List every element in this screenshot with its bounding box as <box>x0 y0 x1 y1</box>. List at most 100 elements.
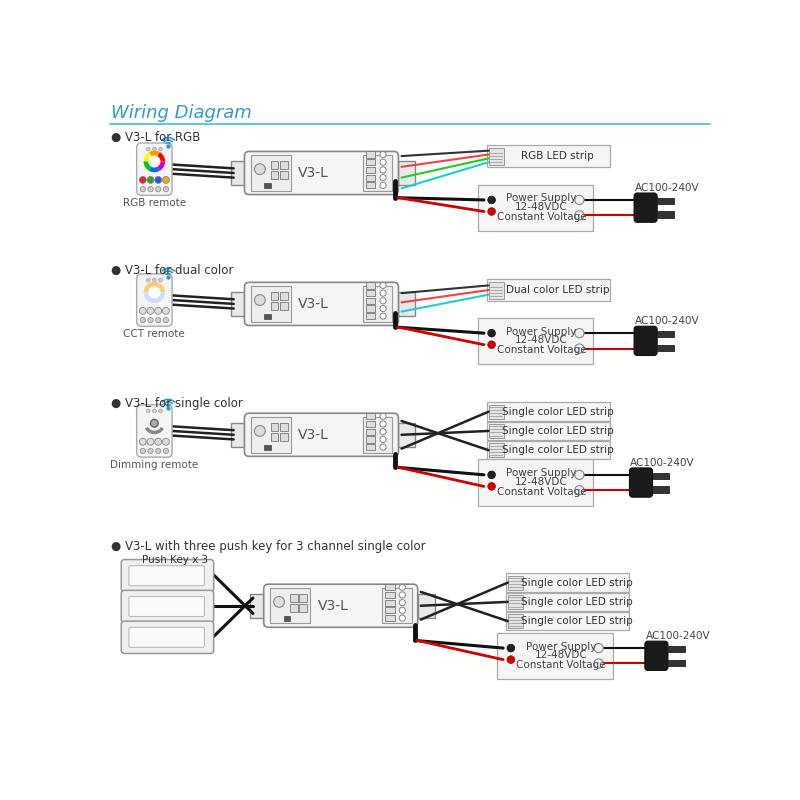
Circle shape <box>488 341 495 349</box>
FancyBboxPatch shape <box>129 627 205 647</box>
FancyBboxPatch shape <box>129 597 205 617</box>
Text: Single color LED strip: Single color LED strip <box>502 445 614 455</box>
Text: Push Key x 3: Push Key x 3 <box>142 554 208 565</box>
FancyBboxPatch shape <box>630 468 653 497</box>
Text: ● V3-L for single color: ● V3-L for single color <box>111 398 243 410</box>
Circle shape <box>139 177 146 183</box>
Bar <box>363 286 392 322</box>
Bar <box>270 434 278 441</box>
Bar <box>270 292 278 300</box>
Text: RGB remote: RGB remote <box>122 198 186 208</box>
Circle shape <box>148 186 154 192</box>
Bar <box>506 593 630 611</box>
Text: Constant Voltage: Constant Voltage <box>497 486 586 497</box>
Bar <box>230 292 247 316</box>
Circle shape <box>148 318 154 322</box>
Circle shape <box>594 643 603 653</box>
Text: Dual color LED strip: Dual color LED strip <box>506 285 610 295</box>
Text: Single color LED strip: Single color LED strip <box>522 597 633 607</box>
Bar <box>386 607 394 614</box>
Bar <box>299 604 307 612</box>
Text: Single color LED strip: Single color LED strip <box>522 616 633 626</box>
Bar <box>508 595 523 609</box>
Circle shape <box>488 330 495 337</box>
Circle shape <box>254 164 266 174</box>
Bar <box>386 599 394 606</box>
Text: Constant Voltage: Constant Voltage <box>497 345 586 355</box>
Bar <box>653 473 670 478</box>
Circle shape <box>154 438 162 445</box>
Circle shape <box>380 159 386 166</box>
Wedge shape <box>143 152 154 162</box>
Bar <box>487 146 610 167</box>
Bar <box>366 151 375 158</box>
Text: Power Supply: Power Supply <box>506 468 577 478</box>
Bar <box>366 421 375 427</box>
Text: V3-L: V3-L <box>298 428 329 442</box>
Wedge shape <box>143 292 165 303</box>
Circle shape <box>380 313 386 319</box>
Bar <box>270 302 278 310</box>
Text: CCT remote: CCT remote <box>123 329 186 339</box>
Circle shape <box>154 307 162 314</box>
Circle shape <box>507 644 514 652</box>
Text: 12-48VDC: 12-48VDC <box>534 650 587 660</box>
FancyBboxPatch shape <box>245 282 398 326</box>
Circle shape <box>399 615 406 621</box>
Bar <box>366 282 375 289</box>
Bar <box>398 161 415 185</box>
Wedge shape <box>149 150 160 162</box>
Circle shape <box>380 306 386 311</box>
Circle shape <box>380 174 386 181</box>
Bar <box>265 183 270 188</box>
Bar <box>366 436 375 442</box>
Circle shape <box>399 599 406 606</box>
Bar <box>270 162 278 169</box>
Bar <box>418 594 434 618</box>
Wedge shape <box>154 152 165 162</box>
Text: RGB LED strip: RGB LED strip <box>522 151 594 161</box>
Circle shape <box>158 278 162 282</box>
Circle shape <box>380 290 386 296</box>
FancyBboxPatch shape <box>245 151 398 194</box>
Text: ● V3-L with three push key for 3 channel single color: ● V3-L with three push key for 3 channel… <box>111 540 426 553</box>
Bar <box>657 331 674 337</box>
Bar <box>386 592 394 598</box>
Text: Constant Voltage: Constant Voltage <box>497 212 586 222</box>
Bar <box>487 402 610 421</box>
Wedge shape <box>149 162 160 172</box>
Text: 12-48VDC: 12-48VDC <box>515 477 568 486</box>
Circle shape <box>574 329 584 338</box>
Text: V3-L: V3-L <box>318 598 349 613</box>
FancyBboxPatch shape <box>129 566 205 586</box>
Text: Wiring Diagram: Wiring Diagram <box>111 104 252 122</box>
Circle shape <box>380 151 386 158</box>
Circle shape <box>154 177 162 183</box>
Circle shape <box>574 195 584 205</box>
FancyBboxPatch shape <box>137 143 172 195</box>
Bar <box>290 594 298 602</box>
Circle shape <box>574 344 584 353</box>
Text: Power Supply: Power Supply <box>506 194 577 203</box>
FancyBboxPatch shape <box>122 590 214 622</box>
Circle shape <box>380 429 386 434</box>
Bar <box>668 660 685 666</box>
Circle shape <box>488 196 495 204</box>
Text: AC100-240V: AC100-240V <box>635 182 699 193</box>
Circle shape <box>380 436 386 442</box>
Circle shape <box>380 414 386 419</box>
Text: 12-48VDC: 12-48VDC <box>515 335 568 345</box>
FancyBboxPatch shape <box>645 641 668 670</box>
FancyBboxPatch shape <box>122 621 214 654</box>
Circle shape <box>399 584 406 590</box>
Bar <box>487 279 610 301</box>
Text: AC100-240V: AC100-240V <box>630 458 695 467</box>
Bar <box>366 429 375 435</box>
Circle shape <box>380 421 386 427</box>
Bar <box>363 417 392 453</box>
Circle shape <box>139 438 146 445</box>
Bar <box>497 633 613 679</box>
Bar <box>489 443 504 457</box>
Wedge shape <box>143 162 154 170</box>
Bar <box>489 424 504 438</box>
